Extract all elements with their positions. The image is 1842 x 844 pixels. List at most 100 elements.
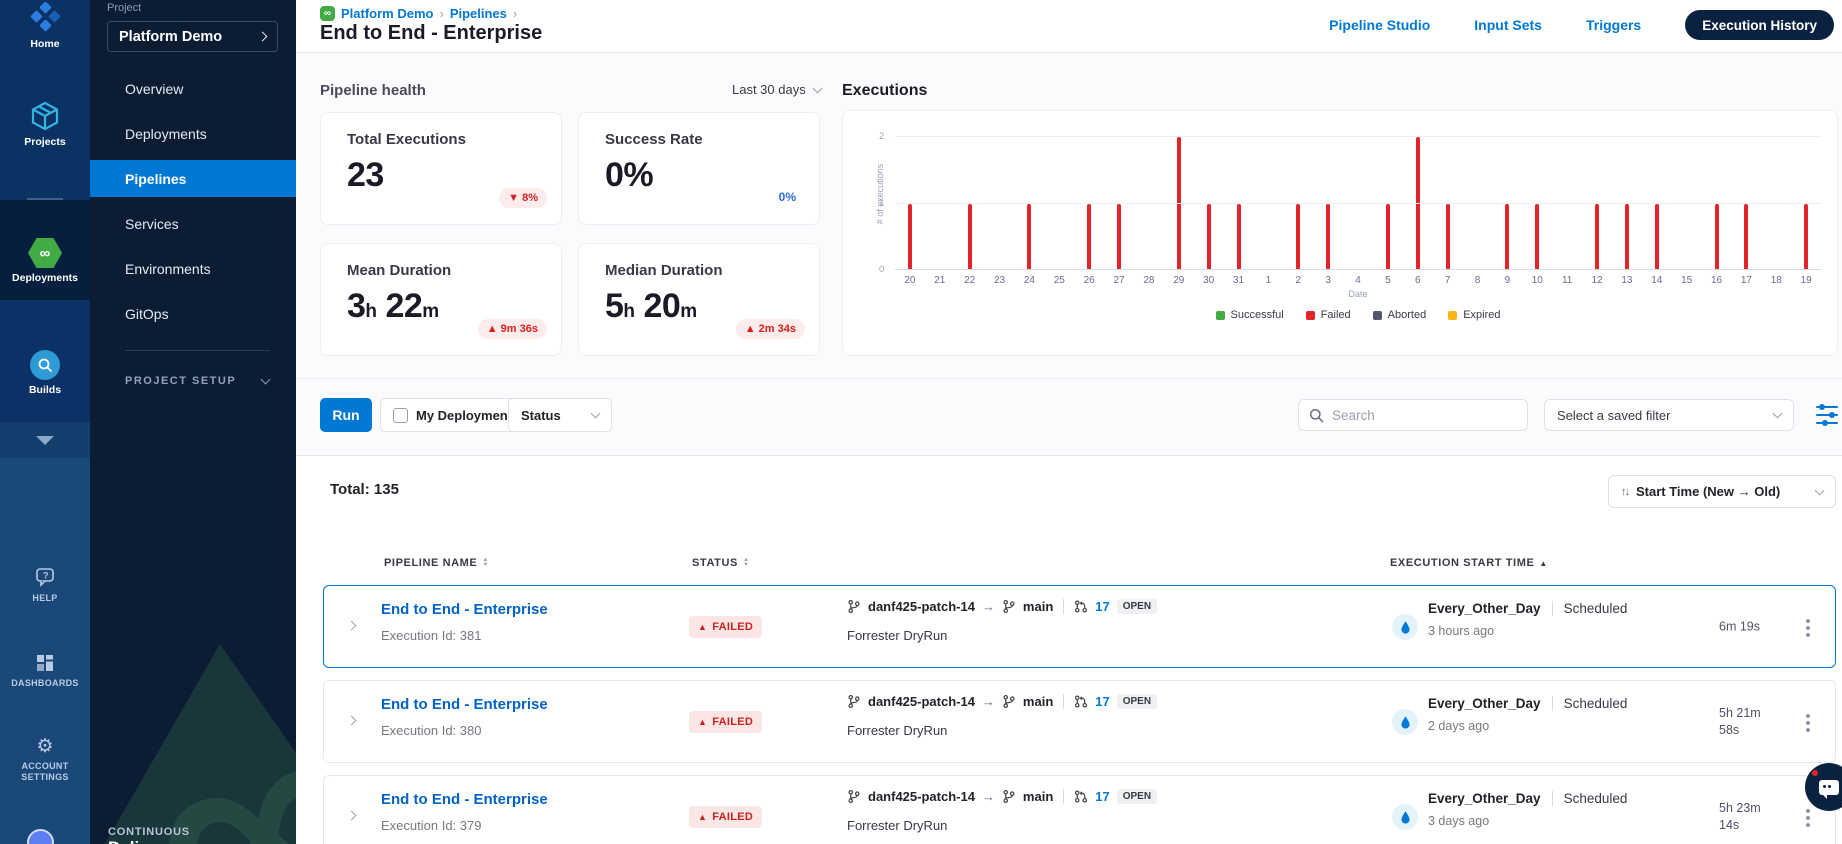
sidebar-item-overview[interactable]: Overview [125,80,184,97]
pipeline-name-link[interactable]: End to End - Enterprise [381,601,548,618]
x-tick-label: 26 [1083,275,1095,286]
x-tick-label: 30 [1203,275,1215,286]
col-pipeline-name[interactable]: PIPELINE NAME ▲ ▼ [384,557,489,569]
bar-14 [1654,203,1659,270]
y-axis-label: # of executions [875,163,885,225]
expand-chevron-icon[interactable] [346,715,357,726]
chat-fab-button[interactable] [1805,763,1842,811]
user-avatar[interactable] [27,829,54,844]
sort-select[interactable]: ↑↓ Start Time (New → Old) [1608,475,1836,508]
rail-item-account-settings[interactable]: ⚙ ACCOUNT SETTINGS [21,736,69,782]
sort-icon: ▲ ▼ [482,557,489,568]
sidebar-item-services[interactable]: Services [125,215,179,232]
col-status[interactable]: STATUS ▲ ▼ [692,557,750,569]
x-tick-label: 14 [1651,275,1663,286]
x-tick-label: 20 [904,275,916,286]
sidebar-item-deployments[interactable]: Deployments [125,125,207,142]
pr-number-link[interactable]: 17 [1095,694,1110,709]
execution-row[interactable]: End to End - Enterprise Execution Id: 38… [323,680,1836,763]
sidebar-item-pipelines[interactable]: Pipelines [90,160,296,197]
row-menu-kebab-icon[interactable] [1802,710,1814,736]
sidebar-item-gitops[interactable]: GitOps [125,305,169,322]
pipeline-name-link[interactable]: End to End - Enterprise [381,696,548,713]
rail-collapse-strip[interactable] [0,422,90,458]
x-tick-label: 21 [934,275,946,286]
page-header: ∞ Platform Demo › Pipelines › End to End… [296,0,1842,53]
rail-item-projects[interactable]: Projects [0,100,90,148]
card-mean-duration: Mean Duration 3h 22m ▲ 9m 36s [320,243,562,356]
pipeline-health-title: Pipeline health [320,82,426,99]
dashboards-icon [37,655,53,671]
x-tick-label: 6 [1415,275,1421,286]
tab-triggers[interactable]: Triggers [1585,17,1642,33]
status-badge: ▲ FAILED [689,616,763,638]
execution-row[interactable]: End to End - Enterprise Execution Id: 38… [323,585,1836,668]
status-filter-select[interactable]: Status [508,398,612,432]
bar-5 [1385,203,1390,270]
pull-request-icon [1075,790,1088,803]
pr-number-link[interactable]: 17 [1095,789,1110,804]
trend-badge: ▲ 2m 34s [735,319,805,339]
time-range-select[interactable]: Last 30 days [732,82,823,97]
project-setup-toggle[interactable]: PROJECT SETUP [125,374,271,387]
execution-tag: Forrester DryRun [847,628,948,643]
x-tick-label: 27 [1113,275,1125,286]
legend-item-successful: Successful [1215,309,1284,321]
pr-number-link[interactable]: 17 [1095,599,1110,614]
legend-item-failed: Failed [1305,309,1351,321]
expand-chevron-icon[interactable] [346,810,357,821]
pr-state-badge: OPEN [1116,694,1158,709]
card-median-duration: Median Duration 5h 20m ▲ 2m 34s [578,243,820,356]
median-duration-value: 5h 20m [605,287,697,325]
card-total-executions: Total Executions 23 ▼ 8% [320,112,562,225]
rail-item-builds[interactable]: Builds [0,350,90,396]
project-selector[interactable]: Platform Demo [107,21,278,52]
account-settings-icon: ⚙ [36,736,54,757]
col-execution-start-time[interactable]: EXECUTION START TIME ▲ [1390,557,1548,569]
bar-27 [1117,203,1122,270]
saved-filter-select[interactable]: Select a saved filter [1544,399,1794,431]
x-tick-label: 15 [1681,275,1693,286]
tab-execution-history[interactable]: Execution History [1685,10,1834,40]
x-tick-label: 28 [1143,275,1155,286]
execution-row[interactable]: End to End - Enterprise Execution Id: 37… [323,775,1836,844]
run-button[interactable]: Run [320,398,372,432]
my-deployments-filter[interactable]: My Deployments [380,398,533,432]
arrow-right-icon: → [981,694,995,709]
x-tick-label: 5 [1385,275,1391,286]
x-tick-label: 18 [1770,275,1782,286]
chart-legend: Successful Failed Aborted Expired [879,309,1837,321]
rail-item-dashboards[interactable]: DASHBOARDS [0,653,90,689]
rail-item-home[interactable]: Home [0,2,90,50]
sidebar-item-environments[interactable]: Environments [125,260,211,277]
trigger-info: Every_Other_Day Scheduled [1428,601,1628,616]
breadcrumb-project-link[interactable]: Platform Demo [341,6,434,21]
x-axis-tick-labels: 20 21 22 23 24 25 26 27 28 29 30 31 1 2 3 4 5 6 7 8 9 10 11 12 1… [895,275,1821,286]
bar-13 [1624,203,1629,270]
rail-item-help[interactable]: ? HELP [0,568,90,604]
builds-icon [30,350,60,380]
row-menu-kebab-icon[interactable] [1802,615,1814,641]
chart-bars [895,137,1821,270]
my-deployments-checkbox[interactable] [393,407,408,423]
sort-arrows-icon: ↑↓ [1621,485,1630,498]
execution-time-ago: 3 days ago [1428,814,1490,828]
page-title: End to End - Enterprise [320,22,543,44]
chart-plot-area: 0 1 2 [879,131,1821,275]
x-tick-label: 10 [1531,275,1543,286]
search-input[interactable] [1332,407,1502,423]
tab-input-sets[interactable]: Input Sets [1474,17,1542,33]
total-count: Total: 135 [330,481,399,498]
trend-badge: 0% [778,190,796,204]
row-menu-kebab-icon[interactable] [1802,805,1814,831]
filter-sliders-icon[interactable] [1816,404,1838,426]
tab-pipeline-studio[interactable]: Pipeline Studio [1329,17,1431,33]
rail-item-deployments[interactable]: ∞ Deployments [0,238,90,284]
breadcrumb-pipelines-link[interactable]: Pipelines [449,6,507,21]
pipeline-name-link[interactable]: End to End - Enterprise [381,791,548,808]
executions-table-section: Total: 135 ↑↓ Start Time (New → Old) PIP… [296,455,1842,844]
warning-icon: ▲ [698,812,708,822]
expand-chevron-icon[interactable] [346,620,357,631]
